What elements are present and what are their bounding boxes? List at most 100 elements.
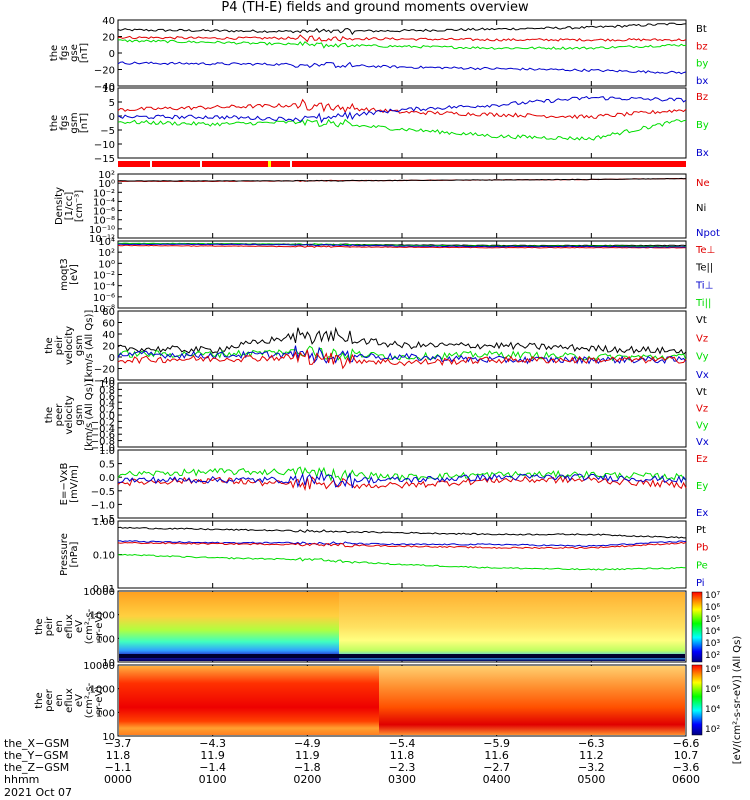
footer-value: −4.9 (293, 737, 321, 750)
legend-ey: Ey (696, 481, 708, 492)
y-axis-label: peer (54, 403, 65, 427)
legend-ne: Ne (696, 178, 710, 189)
y-axis-label: eflux (64, 614, 75, 639)
y-axis-label: eV (74, 620, 85, 633)
legend-pe: Pe (696, 560, 708, 571)
legend-bt: Bt (696, 24, 707, 35)
colorbar-tick-label: 10⁶ (705, 685, 720, 695)
footer-value: 0400 (482, 773, 511, 786)
footer-value: −6.3 (577, 737, 605, 750)
series-pressure-pe (117, 553, 686, 571)
y-tick-label: 1000 (90, 685, 115, 696)
y-tick-label: −1.0 (91, 500, 115, 511)
legend-pb: Pb (696, 543, 708, 554)
panel-frame (117, 173, 687, 239)
legend-npot: Npot (696, 228, 720, 239)
y-tick-label: −5 (100, 126, 115, 137)
y-axis-label: the (49, 115, 60, 131)
y-tick-label: 0 (109, 112, 115, 123)
y-tick-label: −0.8 (91, 437, 115, 448)
footer-value: 0500 (577, 773, 606, 786)
y-tick-label: 20 (102, 342, 115, 353)
series-fgs-by (117, 39, 687, 50)
y-axis-label: (cm²-s- (84, 608, 95, 644)
y-axis-label: sr-eV) (94, 612, 105, 641)
y-tick-label: −1.5 (91, 514, 115, 525)
footer-value: 11.8 (105, 749, 131, 762)
y-tick-label: −40 (94, 376, 115, 387)
y-tick-label: 0.0 (99, 473, 115, 484)
y-axis-label: moqt3 (59, 258, 70, 291)
y-axis-label: [1/cc] (64, 192, 75, 221)
colorbar-unit: [eV/(cm²-s-sr-eV)] (All Qs) (732, 636, 743, 765)
y-axis-label: Pressure (59, 533, 70, 576)
y-tick-label: −40 (94, 82, 115, 93)
y-tick-label: 10 (102, 658, 115, 669)
y-axis-label: velocity (64, 326, 75, 365)
legend-vz: Vz (696, 333, 708, 344)
flag-segment (268, 161, 271, 167)
legend-vy: Vy (696, 420, 709, 431)
y-tick-label: 40 (102, 330, 115, 341)
series-fgs-bz (118, 34, 687, 43)
plot-title: P4 (TH-E) fields and ground moments over… (221, 0, 529, 15)
footer-row-label: hhmm (4, 773, 40, 786)
y-axis-label: [nT] (79, 113, 90, 133)
y-axis-label: the (44, 337, 55, 353)
y-tick-label: 10² (98, 170, 115, 181)
y-tick-label: −20 (94, 365, 115, 376)
y-tick-label: 10⁻⁸ (93, 216, 115, 227)
y-tick-label: 5 (109, 98, 115, 109)
y-axis-label: eV (74, 694, 85, 707)
y-tick-label: 10⁰ (98, 179, 115, 190)
y-axis-label: en (54, 694, 65, 707)
panel-peer_vel: 1.00.80.60.40.20.0−0.2−0.4−0.6−0.8−1.0th… (44, 379, 709, 454)
legend-tix: Ti⊥ (695, 280, 713, 291)
footer-value: 0000 (104, 773, 132, 786)
series-temp-tix (117, 243, 687, 248)
legend-bz: bz (696, 41, 708, 52)
y-tick-label: 0.2 (99, 405, 115, 416)
colorbar-tick-label: 10⁴ (705, 627, 720, 637)
y-tick-label: 1000 (90, 611, 115, 622)
y-axis-label: [nT] (79, 43, 90, 63)
y-axis-label: [nPa] (69, 541, 80, 567)
electron-flux-early (119, 666, 379, 735)
ion-flux-late (339, 592, 685, 661)
legend-vt: Vt (696, 315, 707, 326)
legend-texx: Te|| (695, 263, 713, 274)
y-tick-label: −1.0 (91, 443, 115, 454)
series-fgs_gsm-bz (117, 98, 687, 120)
electron-spectrogram (117, 664, 687, 737)
y-tick-label: 10 (102, 732, 115, 743)
footer-value: 11.6 (484, 749, 509, 762)
y-tick-label: 60 (102, 319, 115, 330)
y-axis-label: gsm (74, 404, 85, 425)
footer-value: −5.9 (483, 737, 511, 750)
quality-flag-bar (118, 161, 686, 167)
series-fgs-bt (117, 22, 687, 36)
y-axis-label: [km/s (All Qs)] (84, 310, 95, 382)
y-axis-label: [mV/m] (69, 465, 80, 503)
panel-density: 10²10⁰10⁻²10⁻⁴10⁻⁶10⁻⁸10⁻¹⁰10⁻¹²Density[… (54, 170, 720, 245)
panel-efield: 1.0 0.5 0.0 −0.5 −1.0 −1.5 E=−VxB [mV/m] Ez Ey Ex (59, 446, 708, 525)
footer-value: 0200 (293, 773, 322, 786)
y-axis-label: gsm (69, 112, 80, 133)
y-tick-label: 10⁻⁴ (93, 282, 115, 293)
y-tick-label: 0 (109, 49, 115, 60)
y-axis-label: sr-eV) (94, 686, 105, 715)
footer-row-label: the_Z−GSM (4, 761, 70, 774)
y-axis-label: the (49, 45, 60, 61)
colorbar-tick-label: 10⁸ (705, 665, 720, 675)
y-tick-label: 80 (102, 307, 115, 318)
y-axis-label: en (54, 620, 65, 633)
legend-bz: Bz (696, 92, 708, 103)
legend-vx: Vx (696, 370, 709, 381)
colorbar: 10⁷ 10⁶ 10⁵ 10⁴ 10³ 10² 10⁸ 10⁶ 10⁴ 10² [eV/(cm²-s… (691, 591, 743, 765)
electron-spec-frame (117, 664, 687, 737)
footer-value: 0300 (388, 773, 416, 786)
ion-spec-frame (117, 590, 687, 663)
series-pressure-pb (117, 541, 687, 550)
y-tick-label: −0.5 (91, 487, 115, 498)
